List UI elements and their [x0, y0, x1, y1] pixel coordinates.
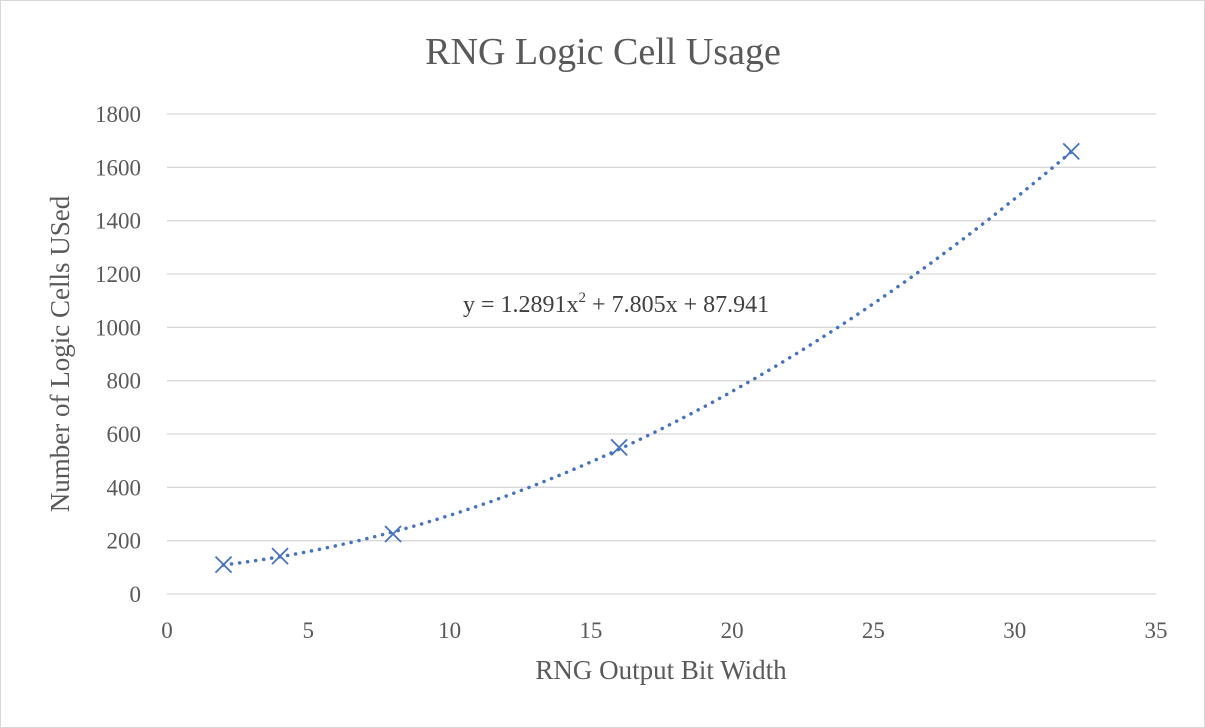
y-tick-label: 1600	[95, 155, 141, 180]
y-tick-label: 800	[107, 369, 142, 394]
x-tick-label: 10	[438, 618, 461, 643]
x-tick-label: 35	[1145, 618, 1168, 643]
x-tick-label: 30	[1003, 618, 1026, 643]
trendline	[221, 150, 1073, 567]
y-tick-label: 400	[107, 475, 142, 500]
y-tick-label: 200	[107, 529, 142, 554]
y-axis-title: Number of Logic Cells USed	[45, 195, 75, 512]
x-tick-label: 25	[862, 618, 885, 643]
y-tick-label: 1000	[95, 315, 141, 340]
data-markers	[214, 142, 1080, 574]
y-tick-labels: 0 200 400 600 800 1000 1200 1400 1600 1800	[95, 102, 141, 607]
gridlines	[167, 113, 1156, 595]
x-tick-label: 15	[579, 618, 602, 643]
x-tick-label: 0	[161, 618, 173, 643]
data-point	[1062, 142, 1080, 160]
chart-title: RNG Logic Cell Usage	[425, 31, 781, 73]
x-tick-label: 20	[721, 618, 744, 643]
x-tick-label: 5	[303, 618, 315, 643]
x-tick-labels: 0 5 10 15 20 25 30 35	[161, 618, 1167, 643]
trendline-equation: y = 1.2891x2 + 7.805x + 87.941	[463, 290, 769, 318]
data-point	[271, 547, 289, 565]
y-tick-label: 600	[107, 422, 142, 447]
y-tick-label: 1200	[95, 262, 141, 287]
y-tick-label: 1400	[95, 209, 141, 234]
y-tick-label: 0	[130, 582, 142, 607]
y-tick-label: 1800	[95, 102, 141, 127]
data-point	[610, 438, 628, 456]
data-point	[384, 525, 402, 543]
data-point	[214, 556, 233, 574]
x-axis-title: RNG Output Bit Width	[535, 655, 787, 685]
